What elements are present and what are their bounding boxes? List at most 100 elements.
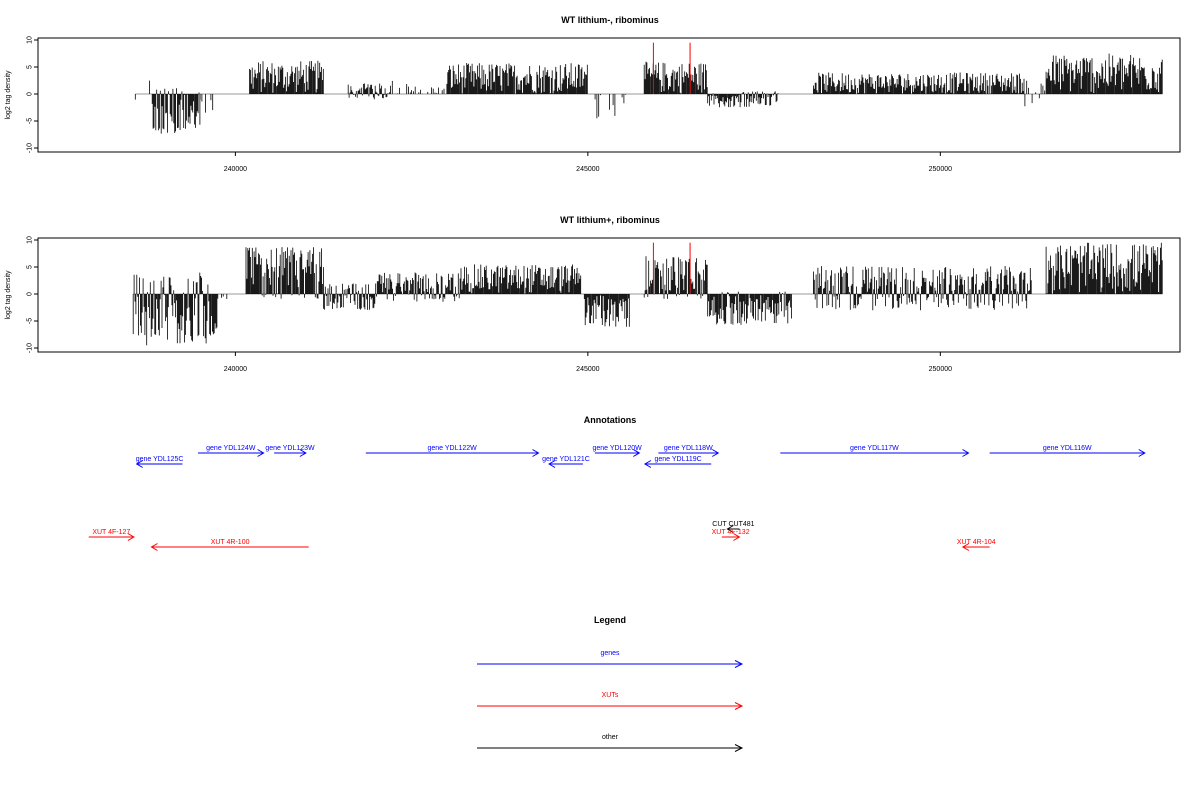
signal-segment <box>707 291 792 325</box>
y-tick-label: -5 <box>27 318 34 324</box>
signal-segment <box>347 83 390 100</box>
legend-items: genes XUTs other <box>477 650 744 752</box>
signal-segment <box>249 60 324 94</box>
signal-bars-path <box>643 256 708 299</box>
signal-bars-path <box>813 266 1032 311</box>
signal-bars <box>134 42 1163 134</box>
arrow-head-icon <box>127 533 135 541</box>
signal-segment <box>376 272 461 302</box>
feature-label: gene YDL121C <box>542 456 590 463</box>
feature-genes: gene YDL116W <box>989 445 1146 457</box>
signal-bars-path <box>245 247 324 299</box>
y-tick-label: -10 <box>27 343 34 353</box>
feature-genes: gene YDL120W <box>592 445 642 457</box>
signal-segment <box>245 247 324 299</box>
legend-item: other <box>477 734 744 752</box>
arrow-head-icon <box>532 449 540 457</box>
y-axis-label: log2 tag density <box>5 70 12 120</box>
signal-bars-path <box>594 94 627 119</box>
signal-bars-path <box>376 272 461 302</box>
x-tick-label: 245000 <box>576 366 599 373</box>
arrow-head-icon <box>962 449 970 457</box>
signal-segment <box>323 283 377 310</box>
signal-segment <box>390 80 411 94</box>
signal-bars-path <box>151 88 201 134</box>
signal-segment <box>199 94 214 113</box>
annotations-track: Annotations gene YDL125C gene YDL124W gene… <box>88 415 1146 551</box>
y-tick-label: 0 <box>27 292 34 296</box>
y-tick-label: 5 <box>27 265 34 269</box>
y-axis: -10 -5 0 5 10 <box>27 36 38 153</box>
annotations-title: Annotations <box>584 415 637 425</box>
feature-xuts: XUT 4R-104 <box>957 539 996 551</box>
signal-segment <box>1045 242 1163 294</box>
legend-label: other <box>602 734 619 741</box>
signal-bars-path <box>347 83 390 100</box>
feature-genes: gene YDL125C <box>135 456 183 468</box>
signal-segment <box>411 86 445 94</box>
track-panel-lithium-minus: WT lithium-, ribominus log2 tag density … <box>5 15 1181 173</box>
legend-item: genes <box>477 650 744 668</box>
arrow-head-icon <box>734 702 744 710</box>
legend-title: Legend <box>594 615 626 625</box>
y-axis: -10 -5 0 5 10 <box>27 236 38 353</box>
arrow-head-icon <box>1138 449 1146 457</box>
legend: Legend genes XUTs other <box>477 615 744 752</box>
arrow-head-icon <box>726 525 734 533</box>
arrow-head-icon <box>150 543 158 551</box>
signal-bars-path <box>1024 80 1046 107</box>
signal-bars-path <box>390 80 411 94</box>
signal-bars-path <box>217 294 228 299</box>
legend-label: genes <box>600 650 620 657</box>
plot-frame <box>37 237 1181 353</box>
feature-label: XUT 4F-127 <box>92 529 130 536</box>
signal-bars-path <box>583 294 630 327</box>
arrow-head-icon <box>548 460 556 468</box>
signal-bars <box>132 242 1163 346</box>
feature-genes: gene YDL122W <box>365 445 540 457</box>
signal-segment <box>583 294 630 327</box>
signal-bars-path <box>1045 242 1163 294</box>
y-tick-label: -5 <box>27 118 34 124</box>
feature-label: gene YDL124W <box>206 445 256 452</box>
arrow-head-icon <box>135 460 143 468</box>
feature-xuts: XUT 4F-132 <box>712 529 750 541</box>
feature-label: XUT 4R-100 <box>211 539 250 546</box>
signal-segment <box>151 88 201 134</box>
signal-segment <box>217 294 228 299</box>
panel-title: WT lithium-, ribominus <box>561 15 659 25</box>
y-tick-label: -10 <box>27 143 34 153</box>
signal-segment <box>813 72 1025 94</box>
arrow-head-icon <box>643 460 652 468</box>
signal-segment <box>707 91 779 108</box>
feature-label: CUT CUT481 <box>712 521 754 528</box>
signal-segment <box>594 94 627 119</box>
plot-frame <box>37 37 1181 153</box>
feature-genes: gene YDL121C <box>542 456 590 468</box>
signal-bars-path <box>707 291 792 325</box>
arrow-head-icon <box>961 543 970 551</box>
feature-xuts: XUT 4R-100 <box>150 539 309 551</box>
x-tick-label: 250000 <box>929 166 952 173</box>
arrow-head-icon <box>733 533 741 541</box>
signal-segment <box>446 63 588 94</box>
y-tick-label: 5 <box>27 65 34 69</box>
feature-genes: gene YDL118W <box>658 445 720 457</box>
legend-label: XUTs <box>602 692 619 699</box>
feature-label: gene YDL123W <box>265 445 315 452</box>
y-tick-label: 10 <box>27 36 34 44</box>
feature-other: CUT CUT481 <box>712 521 755 533</box>
signal-segment <box>643 61 708 94</box>
arrow-head-icon <box>633 449 641 457</box>
feature-genes: gene YDL123W <box>265 445 315 457</box>
feature-genes: gene YDL124W <box>198 445 265 457</box>
signal-bars-path <box>446 63 588 94</box>
y-axis-label: log2 tag density <box>5 270 12 320</box>
feature-genes: gene YDL117W <box>780 445 970 457</box>
x-tick-label: 240000 <box>224 166 247 173</box>
arrow-head-icon <box>734 660 744 668</box>
track-panel-lithium-plus: WT lithium+, ribominus log2 tag density … <box>5 215 1181 373</box>
y-tick-label: 10 <box>27 236 34 244</box>
arrow-head-icon <box>712 449 720 457</box>
